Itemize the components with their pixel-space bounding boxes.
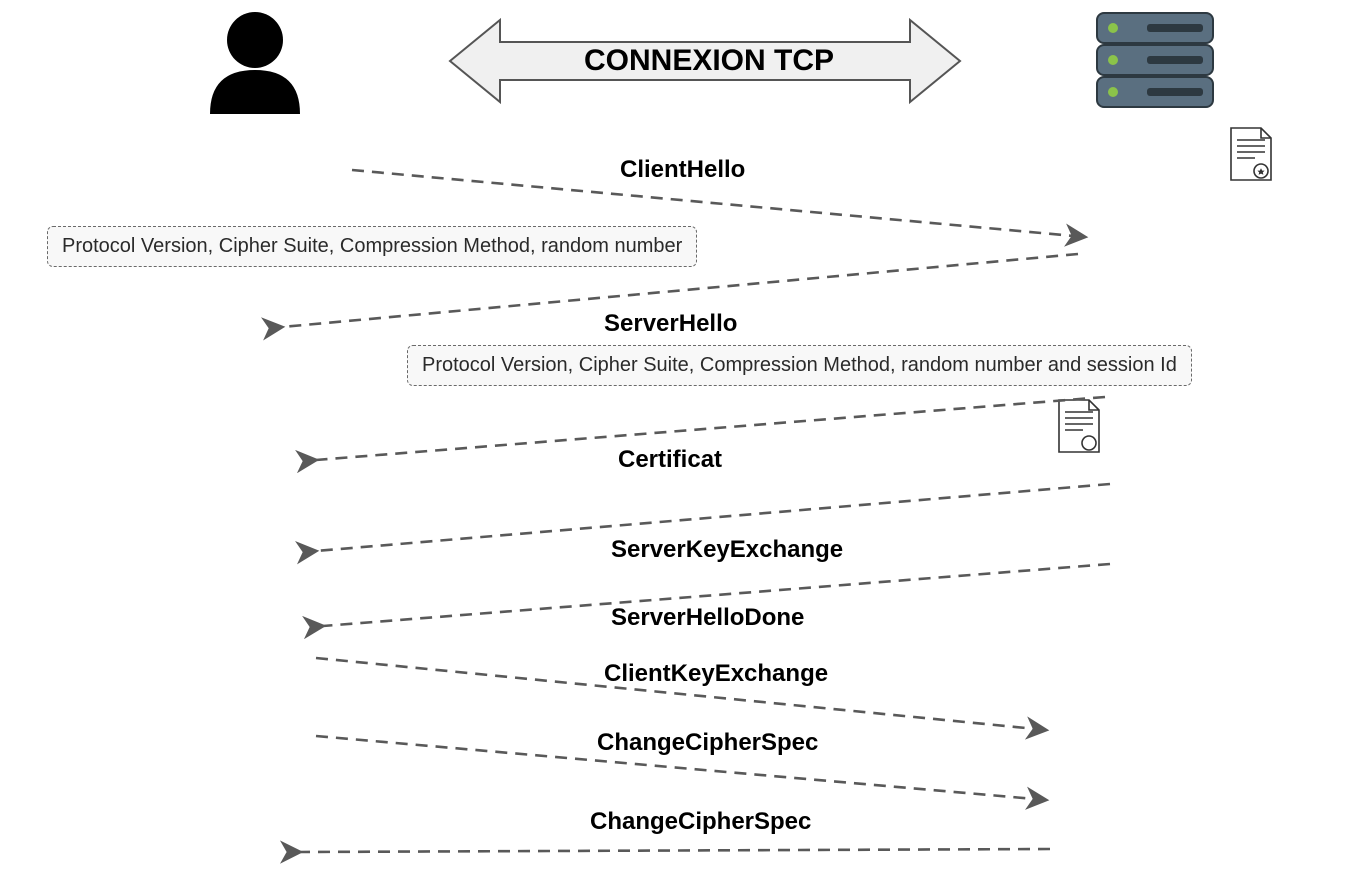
server-icon bbox=[1097, 13, 1213, 107]
label-change-cipher-1: ChangeCipherSpec bbox=[597, 729, 818, 757]
client-icon bbox=[210, 12, 300, 114]
certificate-icon bbox=[1231, 128, 1271, 180]
note-server-hello: Protocol Version, Cipher Suite, Compress… bbox=[407, 345, 1192, 386]
label-server-hello: ServerHello bbox=[604, 310, 737, 338]
label-certificat: Certificat bbox=[618, 446, 722, 474]
label-server-key-exch: ServerKeyExchange bbox=[611, 536, 843, 564]
label-change-cipher-2: ChangeCipherSpec bbox=[590, 808, 811, 836]
note-client-hello: Protocol Version, Cipher Suite, Compress… bbox=[47, 226, 697, 267]
label-client-hello: ClientHello bbox=[620, 156, 745, 184]
certificate-icon bbox=[1059, 400, 1099, 452]
arrow-change-cipher-2 bbox=[300, 849, 1050, 852]
label-client-key-exch: ClientKeyExchange bbox=[604, 660, 828, 688]
label-server-hello-done: ServerHelloDone bbox=[611, 604, 804, 632]
tcp-banner-text: CONNEXION TCP bbox=[584, 44, 834, 78]
